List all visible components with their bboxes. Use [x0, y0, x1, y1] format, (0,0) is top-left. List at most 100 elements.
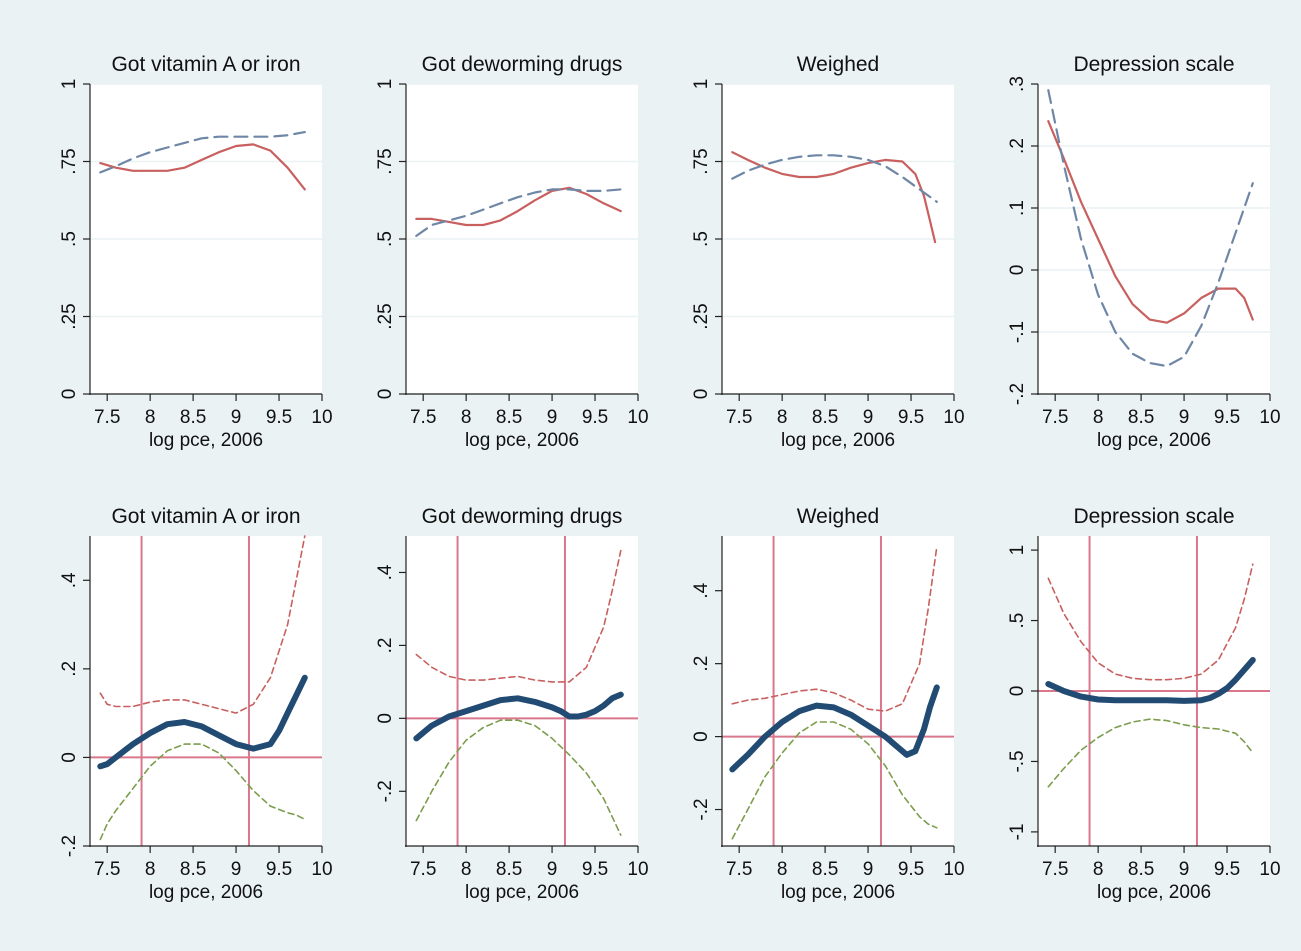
- series-line-lower_ci: [99, 743, 306, 841]
- series-line-upper_ci: [1047, 563, 1254, 681]
- y-tick-label: .25: [691, 303, 712, 329]
- x-tick-label: 10: [627, 407, 648, 428]
- y-tick-label: 0: [375, 389, 396, 400]
- y-tick-label: -.2: [375, 780, 396, 802]
- plot-area: [1038, 84, 1270, 394]
- x-axis-title: log pce, 2006: [465, 430, 579, 451]
- panel-r2c4: -1 -.5 0 .5 1 7.5 8 8.5 9 9.5 10 log pce, 2006 Depre…: [1007, 505, 1281, 903]
- x-tick-label: 10: [627, 859, 648, 880]
- x-tick-label: 7.5: [726, 407, 752, 428]
- x-tick-label: 8.5: [812, 859, 838, 880]
- x-tick-label: 10: [1259, 407, 1280, 428]
- series-line-upper_ci: [731, 546, 938, 712]
- x-tick-label: 9: [231, 407, 242, 428]
- y-tick-label: 0: [59, 752, 80, 763]
- x-tick-label: 8: [461, 407, 472, 428]
- series-line-lower_ci: [731, 721, 938, 840]
- series-line-solid: [731, 151, 937, 244]
- plot-area: [406, 536, 638, 846]
- series-line-dashed: [731, 154, 938, 203]
- plot-area: [90, 536, 322, 846]
- y-tick-label: -.2: [1007, 383, 1028, 405]
- y-tick-label: 0: [1007, 265, 1028, 276]
- x-tick-label: 9.5: [1214, 407, 1240, 428]
- x-axis-title: log pce, 2006: [781, 882, 895, 903]
- y-tick-label: -.5: [1007, 750, 1028, 772]
- y-tick-label: .25: [375, 303, 396, 329]
- panel-r1c2: 0 .25 .5 .75 1 7.5 8 8.5 9 9.5 10 log pce, 2006 Got …: [375, 53, 649, 451]
- panel-r2c3: -.2 0 .2 .4 7.5 8 8.5 9 9.5 10 log pce, 2006 Weighe…: [691, 505, 965, 903]
- series-line-estimate: [729, 684, 940, 773]
- y-tick-label: .4: [691, 582, 712, 598]
- series-line-solid: [1047, 120, 1254, 324]
- y-tick-label: -.1: [1007, 321, 1028, 343]
- plot-area: [722, 536, 954, 846]
- x-tick-label: 7.5: [1042, 407, 1068, 428]
- y-tick-label: .2: [59, 661, 80, 677]
- x-tick-label: 9.5: [898, 407, 924, 428]
- x-tick-label: 9: [1179, 859, 1190, 880]
- x-tick-label: 8.5: [496, 407, 522, 428]
- panel-title: Got vitamin A or iron: [111, 53, 300, 76]
- y-tick-label: 0: [59, 389, 80, 400]
- y-tick-label: 0: [1007, 686, 1028, 697]
- panel-title: Depression scale: [1073, 53, 1234, 76]
- series-line-lower_ci: [1047, 718, 1254, 788]
- panel-title: Got deworming drugs: [422, 505, 623, 528]
- x-tick-label: 9.5: [266, 859, 292, 880]
- x-axis-title: log pce, 2006: [149, 882, 263, 903]
- x-tick-label: 7.5: [1042, 859, 1068, 880]
- y-tick-label: .75: [375, 148, 396, 174]
- x-tick-label: 7.5: [410, 859, 436, 880]
- x-tick-label: 7.5: [410, 407, 436, 428]
- y-tick-label: 1: [59, 79, 80, 90]
- x-tick-label: 7.5: [94, 407, 120, 428]
- x-tick-label: 9.5: [582, 407, 608, 428]
- series-line-estimate: [1045, 657, 1256, 704]
- series-line-dashed: [415, 188, 622, 237]
- x-tick-label: 10: [943, 859, 964, 880]
- y-tick-label: .75: [691, 148, 712, 174]
- y-tick-label: 1: [1007, 545, 1028, 556]
- x-tick-label: 9: [863, 407, 874, 428]
- y-tick-label: -1: [1007, 823, 1028, 840]
- x-tick-label: 9: [547, 407, 558, 428]
- y-tick-label: .25: [59, 303, 80, 329]
- y-tick-label: .3: [1007, 76, 1028, 92]
- series-line-dashed: [99, 131, 306, 174]
- x-tick-label: 8.5: [812, 407, 838, 428]
- x-tick-label: 8.5: [1128, 407, 1154, 428]
- panel-r1c1: 0 .25 .5 .75 1 7.5 8 8.5 9 9.5 10 log pce, 2006 Got …: [59, 53, 333, 451]
- x-tick-label: 10: [311, 407, 332, 428]
- x-tick-label: 8: [461, 859, 472, 880]
- x-tick-label: 8: [777, 407, 788, 428]
- x-tick-label: 9: [1179, 407, 1190, 428]
- y-tick-label: .5: [59, 231, 80, 247]
- x-tick-label: 8: [1093, 859, 1104, 880]
- y-tick-label: 0: [691, 389, 712, 400]
- panel-title: Got deworming drugs: [422, 53, 623, 76]
- series-line-solid: [415, 186, 622, 227]
- panel-title: Depression scale: [1073, 505, 1234, 528]
- panel-title: Weighed: [797, 505, 880, 528]
- x-tick-label: 8: [777, 859, 788, 880]
- series-line-upper_ci: [415, 549, 622, 683]
- y-tick-label: .2: [375, 637, 396, 653]
- x-axis-title: log pce, 2006: [149, 430, 263, 451]
- x-tick-label: 9: [231, 859, 242, 880]
- series-line-dashed: [1047, 89, 1254, 368]
- x-tick-label: 9.5: [898, 859, 924, 880]
- series-line-estimate: [413, 691, 624, 742]
- x-axis-title: log pce, 2006: [1097, 430, 1211, 451]
- y-tick-label: .4: [59, 572, 80, 588]
- y-tick-label: .5: [375, 231, 396, 247]
- x-tick-label: 9.5: [266, 407, 292, 428]
- y-tick-label: .2: [1007, 138, 1028, 154]
- x-tick-label: 8.5: [496, 859, 522, 880]
- x-axis-title: log pce, 2006: [781, 430, 895, 451]
- y-tick-label: .75: [59, 148, 80, 174]
- x-tick-label: 7.5: [726, 859, 752, 880]
- x-tick-label: 8: [145, 407, 156, 428]
